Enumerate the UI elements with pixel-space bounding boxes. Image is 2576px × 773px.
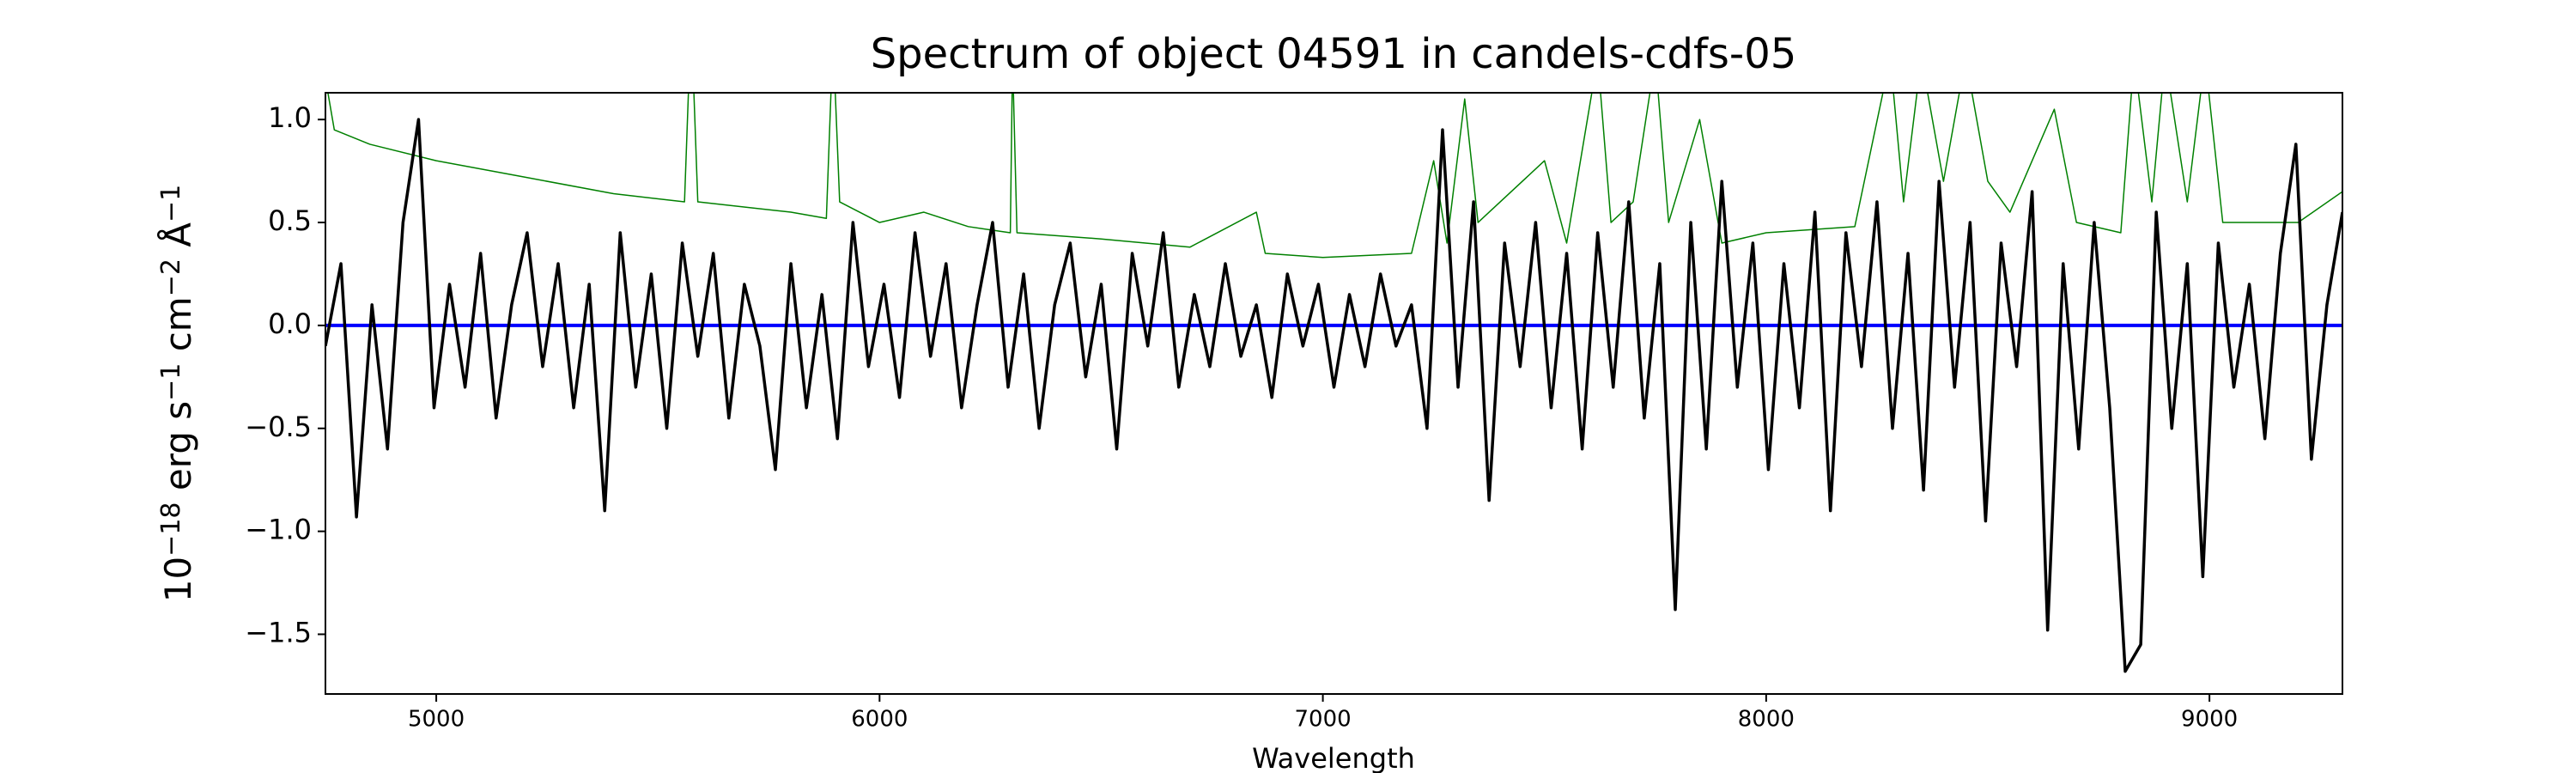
y-axis-label-part: erg s — [157, 401, 199, 502]
x-tick-label: 7000 — [1295, 707, 1352, 733]
y-axis-label-part: −1 — [156, 185, 186, 222]
y-tick-label: 1.0 — [268, 101, 312, 134]
x-tick-label: 9000 — [2181, 707, 2238, 733]
y-tick-label: −1.0 — [245, 514, 312, 546]
chart-title: Spectrum of object 04591 in candels-cdfs… — [871, 30, 1797, 78]
y-axis-label: 10−18 erg s−1 cm−2 Å−1 — [156, 185, 200, 603]
y-tick-label: 0.0 — [268, 307, 312, 340]
x-axis-label: Wavelength — [1252, 742, 1415, 773]
axes: −1.5 −1.0 −0.5 0.0 0.5 1.0 5000 6000 7000 8000 900… — [245, 101, 2238, 732]
y-tick-label: −1.5 — [245, 616, 312, 648]
x-tick-label: 6000 — [851, 707, 908, 733]
spectrum-line — [327, 93, 2342, 259]
y-axis-label-part: 10 — [157, 557, 199, 602]
axes-frame — [325, 92, 2343, 695]
y-axis-label-part: −18 — [156, 502, 186, 557]
y-axis-label-part: Å — [156, 222, 199, 259]
spectrum-line — [325, 118, 2342, 673]
x-tick-label: 5000 — [408, 707, 465, 733]
y-axis-label-part: cm — [157, 296, 199, 362]
x-tick-label: 8000 — [1738, 707, 1795, 733]
y-axis-label-part: −1 — [156, 363, 186, 401]
plot-area — [325, 93, 2342, 673]
y-tick-label: −0.5 — [245, 411, 312, 443]
y-tick-label: 0.5 — [268, 204, 312, 237]
y-axis-label-part: −2 — [156, 259, 186, 296]
